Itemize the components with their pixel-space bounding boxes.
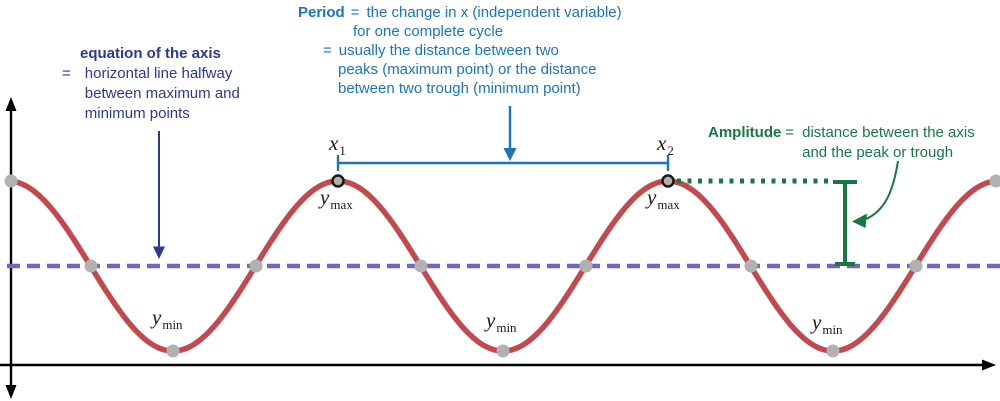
ymin-subscript: min	[496, 320, 517, 335]
ymax-base: y	[647, 185, 657, 209]
x1-base: x	[329, 131, 339, 155]
equals-sign: =	[323, 42, 332, 59]
ymax-label-2: ymax	[647, 185, 680, 212]
axis-note-line: between maximum and	[84, 85, 240, 102]
x1-subscript: 1	[339, 143, 346, 158]
ymin-base: y	[152, 305, 162, 329]
amplitude-note-line: distance between the axis	[802, 124, 975, 141]
ymin-base: y	[812, 310, 822, 334]
amplitude-annotation	[677, 160, 899, 266]
x2-label: x2	[657, 131, 674, 158]
ymin-subscript: min	[822, 322, 843, 337]
axis-note-title: equation of the axis	[80, 45, 221, 62]
amplitude-note: Amplitude = distance between the axis an…	[708, 123, 975, 163]
ymax-subscript: max	[330, 197, 353, 212]
ymax-subscript: max	[657, 197, 680, 212]
curve-marker	[909, 259, 923, 273]
equals-sign: =	[350, 4, 360, 21]
curve-marker	[4, 174, 18, 188]
curve-marker	[166, 344, 180, 358]
ymax-base: y	[320, 185, 330, 209]
y-axis-up-arrowhead	[5, 97, 17, 111]
x-axis	[0, 359, 996, 371]
period-note-title: Period	[298, 4, 345, 21]
curve-marker	[989, 174, 1000, 188]
curve-marker	[84, 259, 98, 273]
curve-marker	[249, 259, 263, 273]
equation-of-axis-note: equation of the axis = horizontal line h…	[62, 44, 240, 124]
period-pointer-arrow	[503, 106, 517, 161]
period-bracket	[336, 155, 670, 171]
x2-subscript: 2	[667, 143, 674, 158]
period-note-line: between two trough (minimum point)	[338, 80, 581, 97]
x2-base: x	[657, 131, 667, 155]
ymin-label-1: ymin	[152, 305, 183, 332]
period-note-line: the change in x (independent variable)	[366, 4, 622, 21]
ymax-label-1: ymax	[320, 185, 353, 212]
amplitude-pointer-arrow	[852, 160, 899, 228]
axis-note-line: minimum points	[84, 105, 190, 122]
period-note-line: for one complete cycle	[353, 23, 504, 40]
axis-note-line: horizontal line halfway	[84, 65, 233, 82]
curve-marker	[414, 259, 428, 273]
amplitude-note-line: and the peak or trough	[802, 144, 954, 161]
curve-marker	[744, 259, 758, 273]
y-axis	[5, 97, 17, 399]
x-axis-right-arrowhead	[982, 359, 996, 371]
peak-marker	[331, 174, 345, 188]
equals-sign: =	[62, 65, 71, 82]
curve-marker	[826, 344, 840, 358]
axis-pointer-arrow	[153, 131, 165, 259]
y-axis-down-arrowhead	[5, 385, 17, 399]
ymin-subscript: min	[162, 317, 183, 332]
ymin-label-2: ymin	[486, 308, 517, 335]
curve-point-markers	[4, 174, 1000, 358]
ymin-base: y	[486, 308, 496, 332]
curve-marker	[496, 344, 510, 358]
curve-marker	[579, 259, 593, 273]
peak-marker	[661, 174, 675, 188]
amplitude-note-title: Amplitude	[708, 124, 782, 141]
period-note-line: peaks (maximum point) or the distance	[338, 61, 597, 78]
x1-label: x1	[329, 131, 346, 158]
amplitude-bracket	[833, 180, 857, 266]
ymin-label-3: ymin	[812, 310, 843, 337]
equals-sign: =	[785, 124, 795, 141]
period-note-line: usually the distance between two	[338, 42, 559, 59]
